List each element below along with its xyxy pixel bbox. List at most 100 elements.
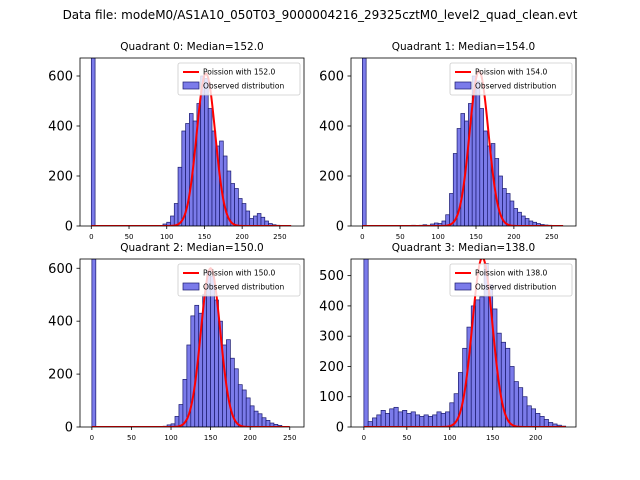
- histogram-bar: [230, 183, 235, 226]
- axes-frame: [79, 258, 305, 428]
- legend-bar-label: Observed distribution: [203, 283, 284, 292]
- panel-quadrant-2: Quadrant 2: Median=150.0 0 50 100 150 200 250 0…: [48, 242, 305, 442]
- legend-box: [177, 62, 301, 96]
- histogram-bar: [253, 410, 259, 427]
- histogram-bar: [445, 411, 451, 427]
- poisson-fit-line: [91, 72, 292, 226]
- histogram-bar: [397, 411, 403, 427]
- x-tick-label: 50: [402, 434, 411, 442]
- histogram-bar: [173, 203, 179, 226]
- histogram-bar: [241, 203, 247, 226]
- legend-box: [449, 62, 573, 96]
- panel-quadrant-1: Quadrant 1: Median=154.0 0 50 100 150 200 250 0…: [319, 41, 577, 241]
- histogram-bar: [415, 414, 421, 427]
- axes-frame: [350, 57, 577, 227]
- legend-line-label: Poission with 150.0: [203, 269, 276, 278]
- x-tick-label: 250: [545, 233, 558, 241]
- x-tick-label: 200: [507, 233, 520, 241]
- y-tick-label: 0: [65, 220, 73, 235]
- histogram-bar: [460, 113, 465, 226]
- histogram-bar: [543, 419, 549, 427]
- histogram-bar: [245, 210, 251, 226]
- y-tick-label: 600: [48, 70, 73, 85]
- y-tick-label: 200: [319, 360, 344, 375]
- histogram-bar: [440, 413, 446, 427]
- histogram-bar: [406, 413, 412, 427]
- histogram-bar: [372, 417, 378, 427]
- histogram-bars: [91, 259, 283, 427]
- y-tick-label: 600: [319, 70, 344, 85]
- histogram-bar: [170, 215, 175, 226]
- y-tick-label: 400: [48, 120, 73, 135]
- histogram-bar: [475, 80, 481, 226]
- y-tick-label: 0: [65, 421, 73, 436]
- histogram-bar: [253, 215, 258, 226]
- x-tick-label: 50: [125, 233, 134, 241]
- histogram-bar: [419, 416, 425, 427]
- histogram-bar: [249, 405, 255, 427]
- y-tick-label: 0: [336, 421, 344, 436]
- histogram-bar: [457, 372, 463, 427]
- x-tick-label: 150: [469, 233, 482, 241]
- poisson-fit-line: [363, 259, 566, 427]
- histogram-bar: [363, 259, 369, 427]
- y-tick-label: 400: [319, 299, 344, 314]
- y-tick-label: 300: [319, 330, 344, 345]
- panel-title: Quadrant 2: Median=150.0: [120, 242, 263, 254]
- x-tick-label: 0: [362, 434, 366, 442]
- histogram-bar: [261, 417, 267, 427]
- histogram-bar: [385, 413, 390, 427]
- x-tick-label: 200: [235, 233, 248, 241]
- x-tick-label: 100: [160, 233, 173, 241]
- histogram-bar: [410, 411, 416, 427]
- histogram-bar: [530, 408, 536, 427]
- histogram-bar: [509, 200, 515, 226]
- x-tick-label: 150: [198, 233, 211, 241]
- legend-bar-swatch: [454, 81, 472, 90]
- histogram-bar: [393, 406, 399, 427]
- y-tick-label: 400: [319, 120, 344, 135]
- x-tick-label: 200: [529, 434, 542, 442]
- histogram-bar: [237, 384, 243, 427]
- panel-quadrant-0: Quadrant 0: Median=152.0 0 50 100 150 200 250 0…: [48, 41, 305, 241]
- legend-line-label: Poission with 154.0: [475, 68, 548, 77]
- axes-frame: [350, 258, 577, 428]
- histogram-bars: [362, 58, 553, 226]
- histogram-bar: [517, 211, 522, 226]
- histogram-bar: [90, 58, 96, 226]
- x-tick-label: 100: [443, 434, 456, 442]
- y-tick-label: 0: [336, 220, 344, 235]
- y-tick-label: 200: [48, 170, 73, 185]
- histogram-bar: [513, 381, 519, 427]
- histogram-bar: [423, 414, 429, 427]
- histogram-bar: [177, 166, 183, 226]
- legend-bar-label: Observed distribution: [475, 283, 556, 292]
- histogram-bars: [363, 259, 567, 427]
- axes-frame: [79, 57, 305, 227]
- legend-bar-swatch: [182, 81, 200, 90]
- histogram-bar: [256, 213, 262, 226]
- histogram-bar: [402, 410, 408, 427]
- histogram-bar: [505, 193, 511, 226]
- histogram-bar: [436, 411, 442, 427]
- x-tick-label: 50: [127, 434, 136, 442]
- histogram-bar: [91, 259, 97, 427]
- histogram-bar: [362, 58, 367, 226]
- histogram-bar: [389, 408, 395, 427]
- histogram-bar: [427, 416, 433, 427]
- y-tick-label: 600: [48, 262, 73, 277]
- legend-box: [449, 263, 573, 297]
- histogram-bar: [521, 215, 526, 226]
- panel-quadrant-3: Quadrant 3: Median=138.0 0 50 100 150 200 0 100…: [319, 242, 577, 442]
- histogram-bar: [475, 299, 481, 427]
- histogram-bar: [535, 413, 541, 427]
- histogram-bar: [234, 188, 239, 226]
- poisson-fit-line: [362, 69, 564, 226]
- x-tick-label: 50: [396, 233, 405, 241]
- histogram-bars: [90, 58, 281, 226]
- x-tick-label: 150: [204, 434, 217, 442]
- histogram-bar: [449, 193, 454, 226]
- histogram-bar: [260, 216, 266, 226]
- y-tick-label: 200: [48, 368, 73, 383]
